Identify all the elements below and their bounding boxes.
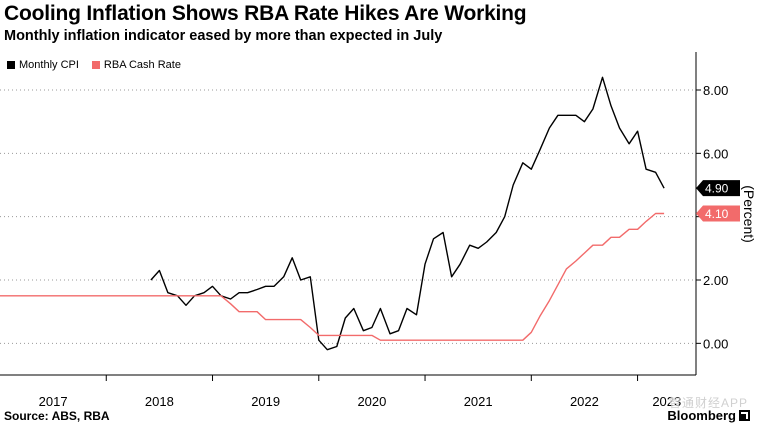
legend-item-cash-rate: RBA Cash Rate [91, 59, 181, 71]
x-tick-label: 2021 [464, 394, 493, 409]
legend-swatch-cash-rate [91, 61, 100, 69]
watermark: 智通财经APP [668, 396, 748, 410]
series-group [0, 76, 665, 351]
end-labels: 4.90 4.10 [696, 180, 740, 222]
x-tick-label: 2019 [251, 394, 280, 409]
end-value-tag-cpi [696, 180, 740, 197]
bloomberg-logo: Bloomberg [667, 408, 750, 423]
chart-subtitle: Monthly inflation indicator eased by mor… [4, 28, 443, 44]
y-tick-label: 8.00 [703, 83, 728, 98]
y-axis-title: (Percent) [741, 185, 757, 243]
legend-label-cash-rate: RBA Cash Rate [103, 59, 181, 71]
x-tick-label: 2017 [39, 394, 68, 409]
source-note: Source: ABS, RBA [4, 409, 110, 423]
legend-swatch-cpi [7, 61, 15, 69]
x-tick-label: 2023 [652, 394, 681, 409]
brand-text: Bloomberg [667, 408, 736, 423]
bloomberg-arrow-icon [739, 410, 750, 421]
x-tick-label: 2020 [357, 394, 386, 409]
chart-title: Cooling Inflation Shows RBA Rate Hikes A… [4, 2, 527, 25]
end-value-label-cpi: 4.90 [705, 182, 729, 196]
legend-label-cpi: Monthly CPI [19, 59, 79, 71]
x-tick-label: 2018 [145, 394, 174, 409]
y-tick-label: 6.00 [703, 146, 728, 161]
series-line-cash-rate [0, 212, 665, 341]
legend-item-cpi: Monthly CPI [7, 59, 79, 71]
gridlines [0, 89, 696, 344]
legend: Monthly CPI RBA Cash Rate [0, 54, 222, 76]
end-value-tag-cash-rate [696, 205, 740, 222]
end-value-label-cash-rate: 4.10 [705, 207, 729, 221]
x-axis: 2017 2018 2019 2020 2021 2022 2023 [39, 375, 681, 409]
x-tick-label: 2022 [570, 394, 599, 409]
series-line-cpi [150, 76, 665, 351]
y-tick-label: 2.00 [703, 273, 728, 288]
y-tick-label: 0.00 [703, 336, 728, 351]
